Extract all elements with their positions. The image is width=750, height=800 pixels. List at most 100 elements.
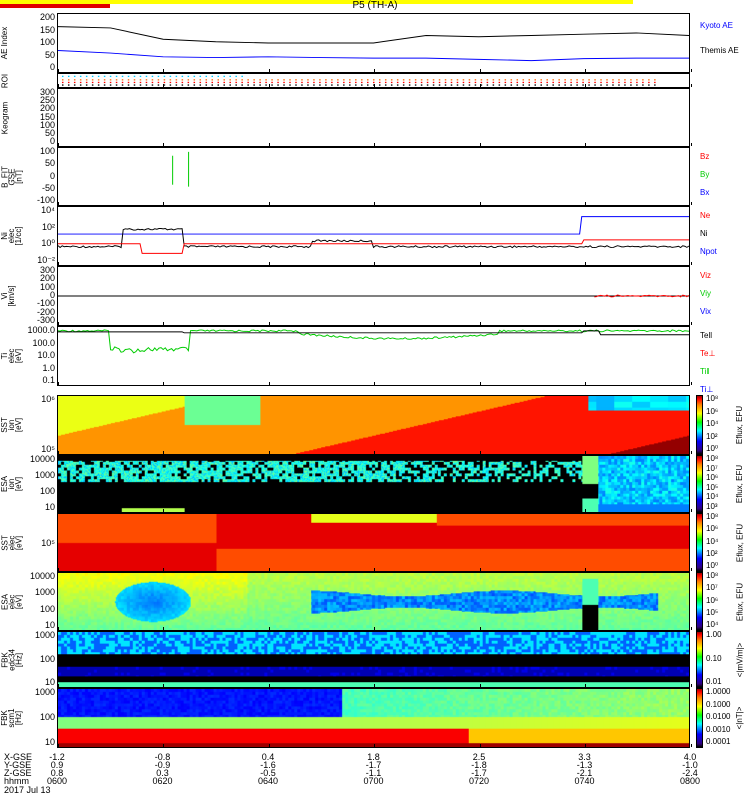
ephem-y-value: -1.8: [471, 760, 487, 770]
roi-marker: [319, 79, 321, 81]
roi-marker: [630, 81, 632, 84]
roi-marker: [337, 84, 339, 86]
esa_ion-ylabel: ESA ion [eV]: [0, 476, 23, 493]
roi-marker: [349, 84, 351, 86]
ephem-t-value: 0620: [152, 776, 173, 786]
roi-marker: [163, 79, 166, 81]
roi-marker: [480, 79, 483, 81]
ti-xtick: [268, 382, 270, 385]
roi-marker: [223, 81, 225, 84]
roi-marker: [432, 79, 435, 81]
esa_elec-colorbar-tick: 10⁵: [706, 607, 719, 617]
roi-marker: [175, 75, 178, 78]
date-label: 2017 Jul 13: [4, 785, 51, 795]
sst_elec-colorbar-tick: 10⁰: [706, 561, 719, 570]
roi-marker: [307, 84, 309, 86]
roi-marker: [193, 84, 196, 86]
roi-marker: [438, 84, 441, 86]
roi-marker: [265, 79, 267, 81]
fbk_edc-colorbar-title: <|mV/m|>: [735, 642, 744, 677]
roi-marker: [241, 81, 243, 84]
roi-marker: [253, 81, 255, 84]
roi-marker: [91, 81, 94, 84]
keogram-ytick: 100: [39, 119, 55, 130]
sst_elec-colorbar: [696, 513, 703, 572]
roi-marker: [163, 75, 166, 78]
esa_ion-colorbar-tick: 10⁴: [706, 492, 719, 502]
sst_ion-ytick: 10⁵: [41, 444, 55, 454]
roi-marker: [79, 79, 82, 81]
roi-marker: [211, 84, 214, 86]
roi-marker: [654, 79, 656, 81]
roi-marker: [61, 81, 64, 84]
roi-marker: [67, 84, 70, 86]
roi-marker: [61, 75, 64, 78]
roi-marker: [127, 81, 130, 84]
ephem-z-value: -1.1: [365, 768, 382, 778]
roi-marker: [301, 81, 303, 84]
ae-xtick: [57, 69, 59, 72]
vi-legend-2: Vix: [700, 307, 711, 316]
ephem-t-value: 0720: [468, 776, 490, 786]
roi-marker: [115, 81, 118, 84]
roi-marker: [85, 79, 88, 81]
bfit-ytick: 0: [49, 170, 55, 181]
ae-ytick: 100: [39, 37, 55, 47]
ephem-x-value: -1.2: [49, 752, 65, 762]
roi-marker: [408, 81, 411, 84]
roi-marker: [648, 84, 650, 86]
roi-marker: [480, 84, 483, 86]
ae-legend-0: Kyoto AE: [700, 21, 733, 30]
roi-marker: [199, 84, 202, 86]
sst_elec-xtick: [585, 568, 586, 571]
mode-bar-red: [0, 4, 110, 8]
roi-marker: [426, 79, 429, 81]
roi-marker: [522, 81, 525, 84]
ni-legend-2: Npot: [700, 247, 717, 256]
ti-legend-0: Tell: [700, 331, 713, 340]
roi-marker: [408, 79, 411, 81]
roi-marker: [145, 81, 148, 84]
roi-marker: [145, 84, 148, 86]
roi-marker: [223, 75, 225, 78]
bfit-panel: [57, 147, 692, 206]
roi-marker: [217, 79, 219, 81]
ni-ytick: 10⁻²: [37, 255, 55, 265]
ephem-row-label: X-GSE: [4, 752, 33, 762]
roi-marker: [498, 84, 501, 86]
roi-marker: [115, 75, 118, 78]
roi-marker: [247, 81, 249, 84]
roi-marker: [181, 75, 184, 78]
roi-marker: [582, 81, 584, 84]
bfit-legend-1: By: [700, 170, 710, 179]
roi-marker: [588, 81, 590, 84]
ephem-y-value: -1.0: [682, 760, 698, 770]
bfit-xtick: [479, 202, 481, 205]
roi-marker: [624, 81, 626, 84]
bfit-xtick: [690, 202, 692, 205]
ni-ylabel: Ni elec [1/cc]: [0, 226, 23, 246]
roi-marker: [271, 79, 273, 81]
esa_elec-xtick: [163, 627, 164, 630]
roi-marker: [349, 81, 351, 84]
sst_ion-spectrogram: [58, 396, 689, 454]
roi-marker: [103, 84, 106, 86]
ni-legend-0: Ne: [700, 211, 711, 220]
npot-line: [58, 216, 689, 235]
roi-marker: [343, 81, 345, 84]
esa_ion-colorbar-tick: 10³: [706, 502, 718, 511]
ni-xtick: [374, 262, 375, 265]
roi-marker: [319, 84, 321, 86]
esa_elec-ytick: 1000: [34, 587, 55, 598]
roi-xtick: [479, 84, 481, 87]
roi-marker: [127, 75, 130, 78]
sst_elec-colorbar-tick: 10⁴: [706, 536, 719, 546]
roi-marker: [187, 75, 190, 78]
roi-marker: [169, 84, 172, 86]
fbk_edc-ytick: 10: [44, 677, 55, 687]
roi-marker: [241, 84, 243, 86]
roi-marker: [594, 81, 596, 84]
roi-marker: [325, 79, 327, 81]
roi-marker: [462, 84, 465, 86]
bfit-legend-2: Bx: [700, 188, 710, 197]
